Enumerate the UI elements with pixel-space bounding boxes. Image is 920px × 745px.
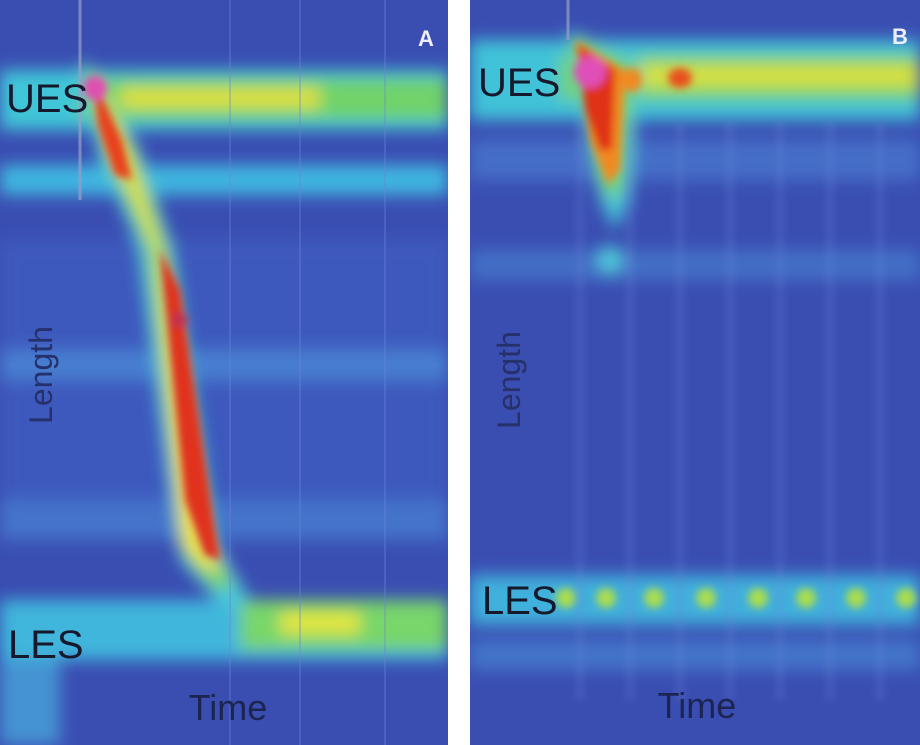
y-axis-label: Length [491,331,527,429]
panel-a: A UES Length LES Time [0,0,448,745]
ues-label: UES [6,77,88,121]
les-label: LES [482,579,558,623]
y-axis-label: Length [23,326,59,424]
panel-b: B UES Length LES Time [470,0,920,745]
les-label: LES [8,623,84,667]
panel-label: A [418,26,434,51]
ues-label: UES [478,61,560,105]
x-axis-label: Time [658,685,737,726]
panel-label: B [892,24,908,49]
x-axis-label: Time [189,687,268,728]
